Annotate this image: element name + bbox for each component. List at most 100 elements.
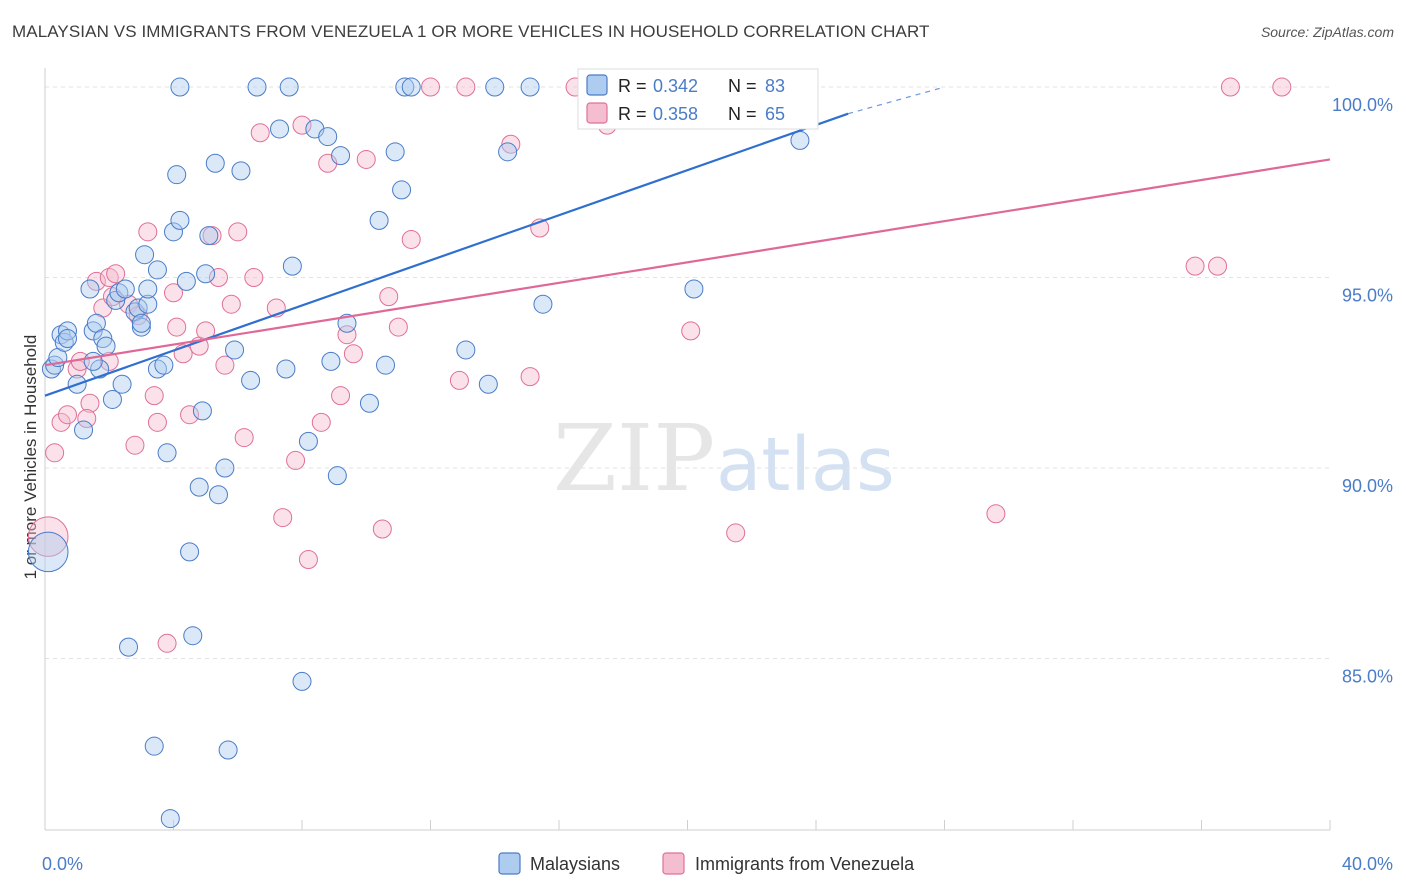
bottom-legend-venezuela: Immigrants from Venezuela (695, 854, 915, 874)
trend-line-venezuela (44, 158, 1331, 367)
watermark: ZIP atlas (553, 405, 895, 512)
venezuela-point-48 (421, 77, 440, 97)
venezuela-point-59 (1208, 256, 1228, 276)
venezuela-point-64 (449, 370, 469, 390)
malaysians-point-31 (167, 165, 187, 185)
malaysians-point-53 (318, 127, 338, 147)
malaysians-point-6 (57, 321, 77, 341)
malaysians-point-25 (138, 294, 158, 314)
venezuela-point-38 (311, 412, 331, 432)
y-axis-label: 1 or more Vehicles in Household (21, 335, 40, 580)
trend-lines (44, 86, 1331, 397)
x-tick-label-1: 40.0% (1342, 854, 1393, 874)
legend-n-label-pink: N = (728, 104, 757, 124)
malaysians-point-64 (160, 809, 180, 829)
source-label: Source: ZipAtlas.com (1260, 24, 1394, 40)
venezuela-point-31 (244, 268, 264, 288)
y-tick-label-0: 85.0% (1342, 667, 1393, 687)
malaysians-point-13 (90, 359, 110, 379)
malaysians-point-74 (456, 340, 476, 360)
venezuela-point-2 (51, 412, 71, 432)
malaysians-point-65 (119, 637, 139, 657)
malaysians-point-16 (102, 389, 122, 409)
malaysians-point-29 (157, 443, 177, 463)
malaysians-point-76 (498, 142, 518, 162)
venezuela-point-51 (520, 367, 540, 387)
malaysians-point-75 (478, 374, 498, 394)
trend-line-malaysians (44, 112, 849, 397)
venezuela-point-11 (106, 264, 126, 284)
malaysians-point-58 (359, 393, 379, 413)
venezuela-point-42 (343, 344, 363, 364)
malaysians-point-32 (170, 210, 190, 230)
malaysians-point-72 (520, 77, 540, 97)
y-tick-label-3: 100.0% (1332, 95, 1393, 115)
venezuela-point-40 (331, 386, 351, 406)
venezuela-point-50 (501, 134, 521, 154)
venezuela-point-62 (99, 351, 119, 371)
legend-n-value-blue: 83 (765, 76, 785, 96)
bottom-legend: Malaysians Immigrants from Venezuela (498, 852, 915, 875)
venezuela-point-35 (286, 450, 306, 470)
venezuela-point-44 (372, 519, 392, 539)
venezuela-point-16 (144, 386, 164, 406)
malaysians-point-0 (27, 531, 69, 573)
venezuela-point-13 (125, 435, 145, 455)
malaysians-point-42 (215, 458, 235, 478)
malaysians-point-81 (138, 279, 158, 299)
malaysians-point-43 (218, 740, 238, 760)
malaysians-point-51 (298, 431, 318, 451)
y-tick-label-1: 90.0% (1342, 476, 1393, 496)
malaysians-point-26 (147, 260, 167, 280)
malaysians-point-48 (276, 359, 296, 379)
malaysians-point-45 (231, 161, 251, 181)
venezuela-point-29 (228, 222, 248, 242)
venezuela-point-20 (167, 317, 187, 337)
malaysians-point-40 (205, 153, 225, 173)
venezuela-point-30 (234, 428, 254, 448)
stats-legend: R = 0.342 N = 83 R = 0.358 N = 65 (577, 68, 819, 130)
legend-n-label-blue: N = (728, 76, 757, 96)
legend-r-label-blue: R = (618, 76, 647, 96)
malaysians-point-20 (115, 279, 135, 299)
venezuela-point-43 (356, 149, 376, 169)
malaysians-point-57 (337, 313, 357, 333)
venezuela-point-61 (1272, 77, 1292, 97)
malaysians-point-60 (376, 355, 396, 375)
malaysians-point-61 (385, 142, 405, 162)
venezuela-point-37 (298, 549, 318, 569)
malaysians-point-55 (327, 466, 347, 486)
malaysians-point-15 (96, 336, 116, 356)
malaysians-point-33 (176, 271, 196, 291)
trend-line-malaysians-extension (847, 86, 945, 115)
venezuela-point-36 (292, 115, 312, 135)
legend-r-label-pink: R = (618, 104, 647, 124)
bottom-legend-swatch-venezuela (662, 852, 685, 875)
venezuela-point-15 (138, 222, 158, 242)
malaysians-point-14 (93, 329, 113, 349)
malaysians-point-62 (392, 180, 412, 200)
legend-swatch-pink (586, 102, 608, 124)
venezuela-point-3 (57, 405, 77, 425)
malaysians-point-30 (164, 222, 183, 242)
malaysians-point-70 (401, 77, 421, 97)
venezuela-point-18 (157, 633, 177, 653)
malaysians-point-28 (154, 355, 174, 375)
bottom-legend-malaysians: Malaysians (530, 854, 620, 874)
malaysians-point-37 (192, 401, 212, 421)
malaysians-point-5 (54, 332, 74, 352)
legend-r-value-pink: 0.358 (653, 104, 698, 124)
malaysians-point-11 (83, 321, 103, 341)
venezuela-point-46 (388, 317, 408, 337)
venezuela-point-32 (250, 123, 270, 143)
chart-title: MALAYSIAN VS IMMIGRANTS FROM VENEZUELA 1… (12, 22, 930, 41)
malaysians-point-22 (128, 298, 148, 318)
venezuela-point-27 (215, 355, 235, 375)
axes (44, 68, 1331, 831)
x-tick-labels: 0.0% 40.0% (42, 854, 1393, 874)
venezuela-point-49 (456, 77, 476, 97)
malaysians-point-46 (241, 370, 261, 390)
malaysians-point-44 (225, 340, 245, 360)
venezuela-point-34 (273, 508, 293, 528)
